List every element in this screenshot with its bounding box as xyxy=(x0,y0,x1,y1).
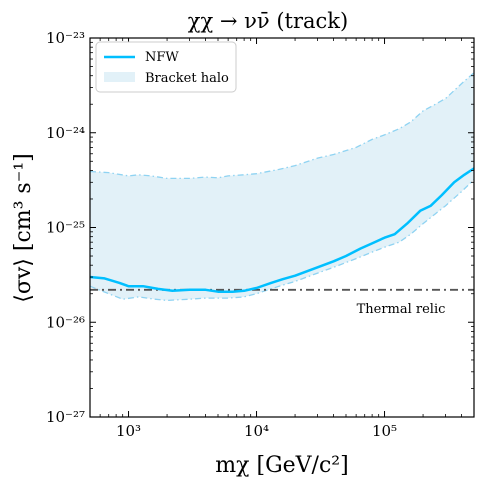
x-tick-label: 10³ xyxy=(116,422,141,440)
plot-area: 10³ 10⁴ 10⁵ 10⁻²⁷ 10⁻²⁶ 10⁻²⁵ 10⁻²⁴ 10⁻²³ xyxy=(46,29,475,440)
legend: NFW Bracket halo xyxy=(95,41,237,93)
plot-frame xyxy=(89,37,475,418)
y-tick-label: 10⁻²⁵ xyxy=(46,219,85,237)
y-tick-label: 10⁻²³ xyxy=(46,29,85,47)
x-tick-label: 10⁴ xyxy=(244,422,269,440)
x-tick-label: 10⁵ xyxy=(372,422,397,440)
legend-nfw-label: NFW xyxy=(145,50,179,65)
bracket-halo-band xyxy=(90,72,474,301)
chart-title: χχ → νν̄ (track) xyxy=(188,9,348,33)
y-axis-label: ⟨σv⟩ [cm³ s⁻¹] xyxy=(11,153,36,303)
bracket-halo-upper-edge xyxy=(90,72,474,180)
y-tick-label: 10⁻²⁶ xyxy=(46,313,85,331)
bracket-halo-lower-edge xyxy=(90,179,474,302)
thermal-relic-label: Thermal relic xyxy=(357,302,446,317)
nfw-series-line xyxy=(90,167,474,293)
y-tick-label: 10⁻²⁴ xyxy=(46,124,85,142)
legend-bracket-swatch xyxy=(104,72,135,82)
y-tick-label: 10⁻²⁷ xyxy=(46,408,85,426)
x-axis-label: mχ [GeV/c²] xyxy=(215,453,348,478)
legend-bracket-label: Bracket halo xyxy=(145,71,229,86)
